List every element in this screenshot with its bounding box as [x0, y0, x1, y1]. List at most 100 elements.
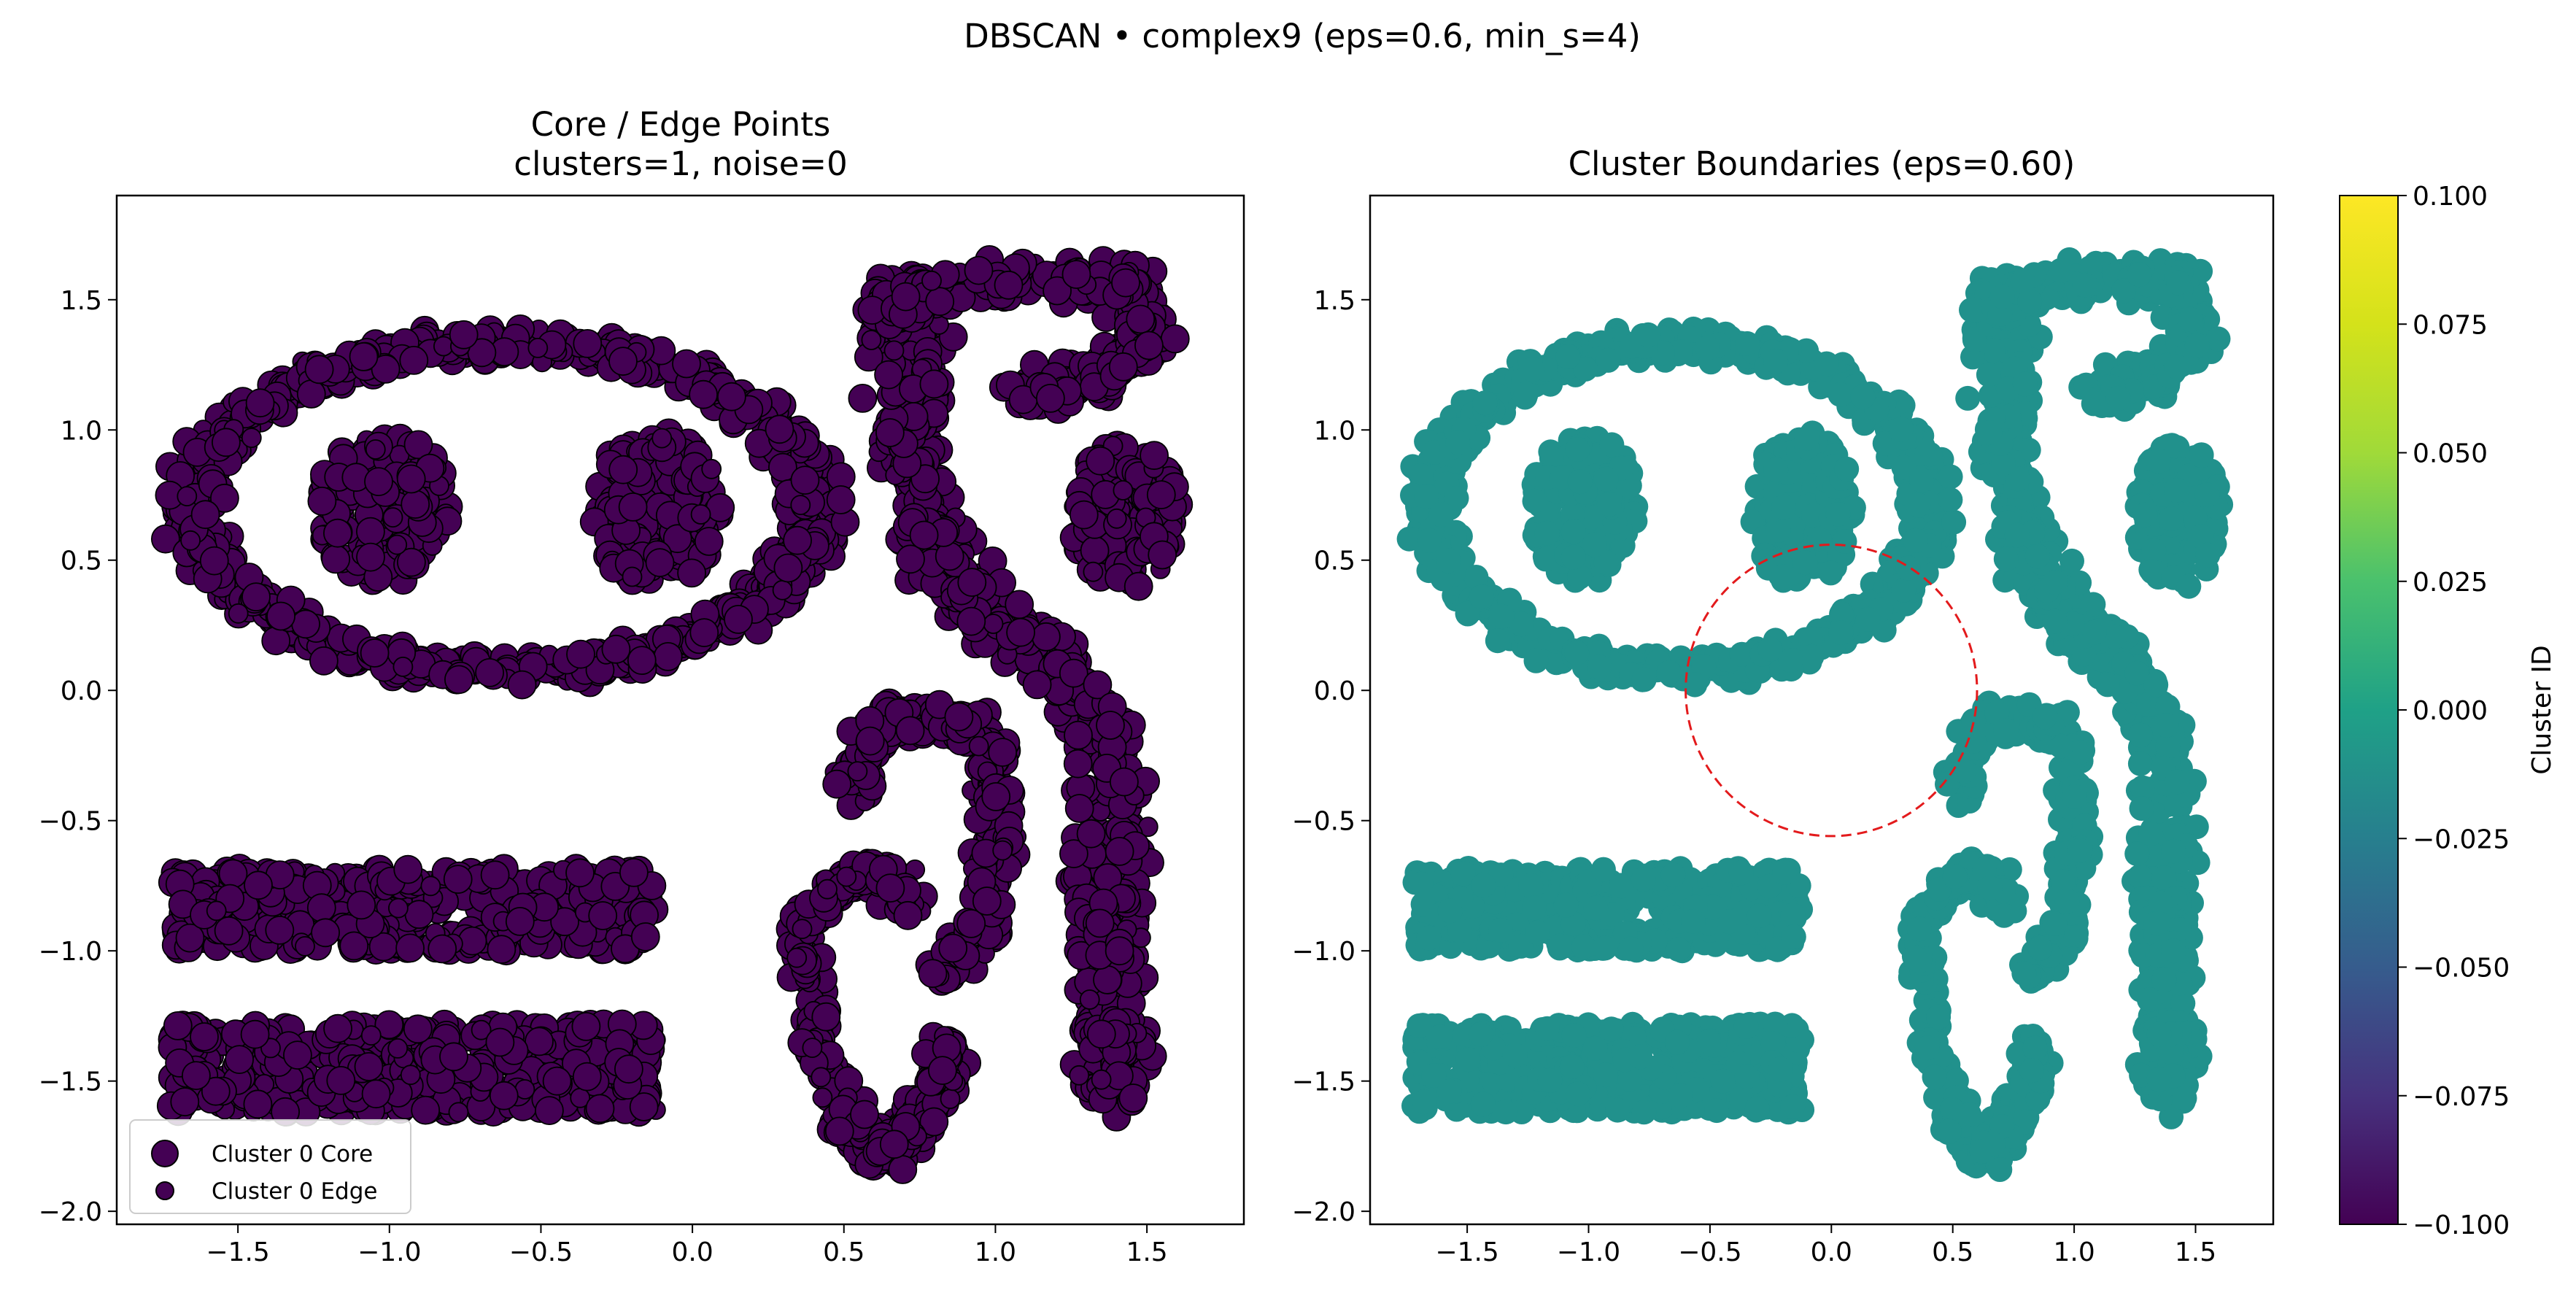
- edge-point: [786, 947, 808, 968]
- cluster-point: [1827, 382, 1853, 407]
- core-edge-points: [150, 244, 1194, 1184]
- core-point: [765, 414, 794, 444]
- core-point: [1006, 617, 1035, 647]
- cluster-boundaries-points: [1396, 247, 2234, 1182]
- core-edge-y-tick-label: 0.5: [61, 546, 102, 576]
- cluster-boundaries-title: Cluster Boundaries (eps=0.60): [1569, 144, 2076, 183]
- core-point: [475, 658, 504, 687]
- core-point: [371, 354, 401, 384]
- cluster-point: [1436, 548, 1461, 573]
- cluster-point: [1564, 641, 1590, 665]
- core-point: [689, 379, 718, 409]
- core-point: [326, 1066, 356, 1095]
- core-point: [614, 1054, 643, 1084]
- edge-point: [817, 878, 838, 900]
- core-point: [225, 1045, 255, 1074]
- core-point: [909, 520, 939, 550]
- core-point: [244, 870, 273, 900]
- edge-point: [812, 1087, 833, 1108]
- core-point: [535, 1096, 564, 1125]
- core-point: [619, 858, 649, 887]
- legend-core-marker: [151, 1140, 179, 1167]
- core-point: [190, 500, 220, 530]
- core-point: [525, 1027, 554, 1056]
- core-point: [428, 934, 457, 964]
- core-point: [956, 606, 986, 636]
- core-point: [444, 665, 473, 695]
- cluster-point: [1778, 648, 1803, 673]
- edge-point: [992, 840, 1013, 861]
- cluster-point: [1555, 344, 1581, 369]
- core-point: [677, 558, 706, 588]
- cluster-boundaries-panel: Cluster Boundaries (eps=0.60) −1.5 −1.0 −0…: [1292, 144, 2275, 1267]
- edge-point: [940, 1089, 961, 1109]
- figure-title: DBSCAN • complex9 (eps=0.6, min_s=4): [964, 17, 1641, 55]
- core-edge-x-tick-label: 0.5: [823, 1237, 865, 1267]
- core-edge-x-tick-label: 1.5: [1126, 1237, 1167, 1267]
- core-point: [170, 1087, 200, 1116]
- core-point: [266, 601, 296, 631]
- cluster-point: [1596, 347, 1621, 373]
- cluster-point: [1828, 620, 1854, 646]
- cluster-point: [1938, 464, 1963, 490]
- core-point: [306, 893, 336, 923]
- core-point: [150, 524, 180, 554]
- core-edge-panel: Core / Edge Points clusters=1, noise=0 −…: [39, 105, 1245, 1267]
- core-edge-x-tick-label: −1.5: [206, 1237, 269, 1267]
- core-point: [981, 782, 1011, 811]
- core-point: [875, 418, 905, 447]
- core-point: [1036, 384, 1065, 413]
- edge-point: [1079, 989, 1100, 1010]
- cluster-point: [1513, 382, 1539, 406]
- core-point: [1148, 540, 1177, 570]
- edge-point: [651, 428, 673, 449]
- edge-point: [180, 530, 201, 551]
- core-point: [181, 1061, 211, 1090]
- core-point: [1069, 500, 1099, 530]
- core-point: [588, 901, 618, 930]
- edge-point: [387, 534, 408, 555]
- core-point: [888, 1155, 918, 1184]
- edge-point: [883, 340, 905, 361]
- core-point: [811, 1002, 841, 1032]
- core-edge-y-tick-label: 1.0: [61, 416, 102, 446]
- core-point: [411, 1095, 441, 1125]
- cluster-point: [1523, 648, 1549, 673]
- cluster-point: [1735, 331, 1760, 356]
- core-point: [662, 524, 692, 554]
- core-point: [630, 922, 660, 951]
- core-point: [645, 548, 675, 577]
- edge-point: [921, 270, 942, 291]
- legend: Cluster 0 Core Cluster 0 Edge: [129, 1119, 411, 1214]
- core-point: [321, 544, 351, 574]
- edge-point: [847, 761, 868, 781]
- core-point: [449, 320, 479, 349]
- core-point: [361, 1079, 391, 1109]
- edge-point: [802, 1038, 823, 1058]
- edge-point: [983, 614, 1004, 634]
- edge-point: [360, 1025, 382, 1046]
- core-point: [1022, 670, 1052, 700]
- core-edge-y-tick-label: 0.0: [61, 676, 102, 706]
- core-point: [1134, 331, 1164, 360]
- core-point: [1111, 268, 1140, 298]
- core-point: [1140, 441, 1169, 471]
- core-point: [1093, 965, 1122, 994]
- core-point: [307, 487, 337, 516]
- core-point: [717, 382, 746, 412]
- core-point: [826, 485, 856, 514]
- core-point: [928, 1056, 957, 1085]
- core-point: [485, 1027, 515, 1057]
- core-point: [439, 1042, 468, 1072]
- cluster-point: [1417, 528, 1442, 553]
- core-point: [1086, 1019, 1116, 1049]
- core-edge-x-tick-label: 0.0: [671, 1237, 713, 1267]
- edge-point: [701, 458, 722, 479]
- cluster-point: [1938, 487, 1963, 512]
- core-point: [988, 738, 1018, 767]
- core-point: [241, 582, 271, 611]
- edge-point: [772, 579, 793, 600]
- edge-point: [1113, 480, 1134, 501]
- core-point: [323, 1013, 353, 1043]
- core-point: [356, 542, 385, 572]
